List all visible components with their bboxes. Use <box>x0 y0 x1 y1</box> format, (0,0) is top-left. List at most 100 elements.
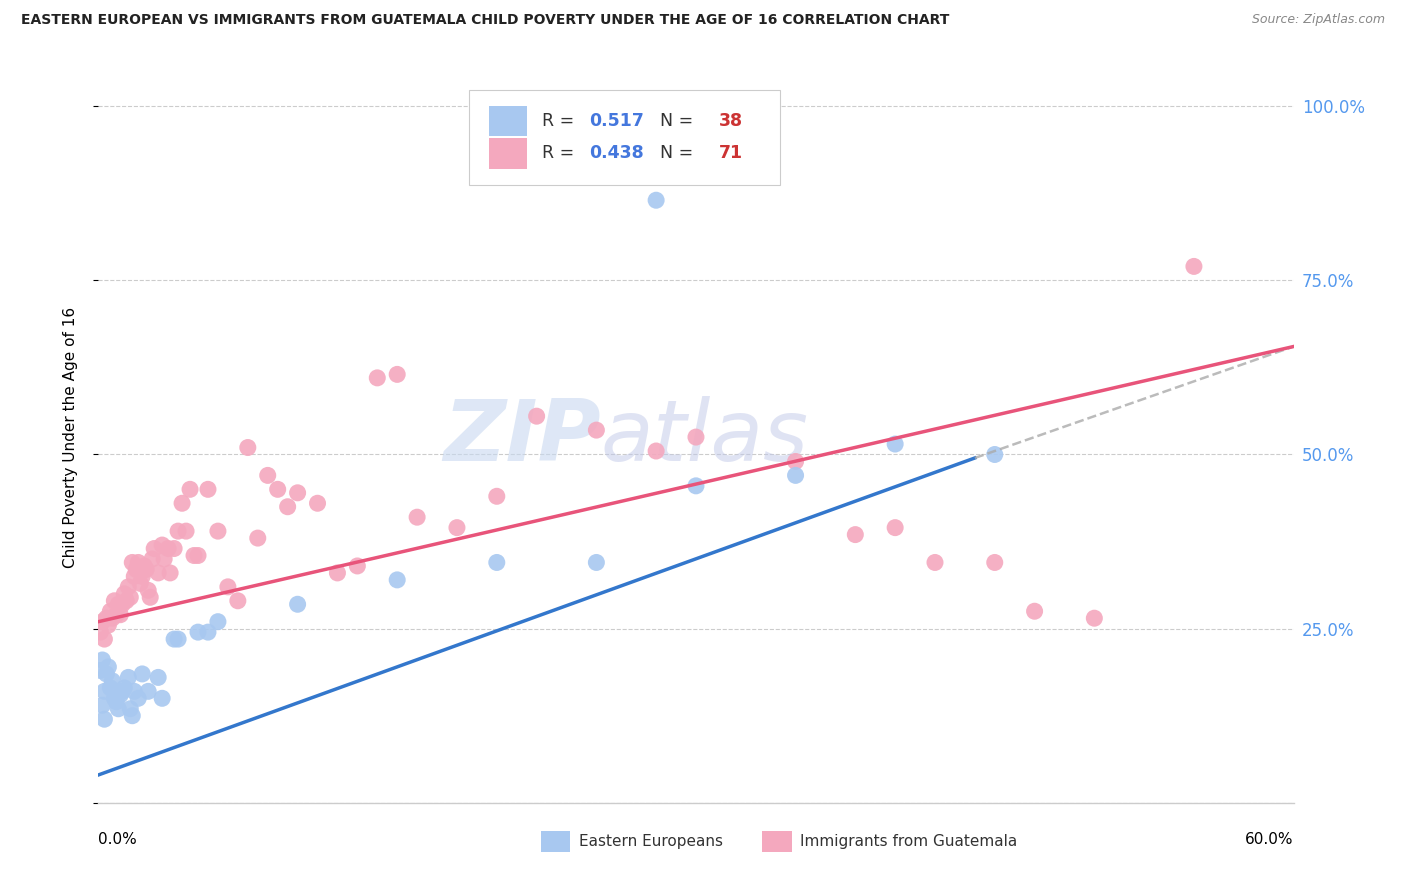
Point <box>93 712 115 726</box>
Point <box>207 615 229 629</box>
Point <box>101 611 124 625</box>
Point <box>366 371 388 385</box>
Point <box>98 604 122 618</box>
Text: R =: R = <box>541 145 579 162</box>
Point <box>197 625 219 640</box>
Point <box>111 597 134 611</box>
Point <box>120 591 142 605</box>
Point <box>121 556 143 570</box>
Point <box>217 580 239 594</box>
Bar <box>489 138 527 169</box>
Point <box>685 430 707 444</box>
Point <box>163 632 186 646</box>
Point <box>267 483 290 497</box>
Point <box>844 527 866 541</box>
Point <box>645 193 668 207</box>
Point <box>307 496 329 510</box>
Point <box>127 556 149 570</box>
Point <box>485 489 508 503</box>
Point <box>97 618 120 632</box>
Point <box>645 444 668 458</box>
Text: EASTERN EUROPEAN VS IMMIGRANTS FROM GUATEMALA CHILD POVERTY UNDER THE AGE OF 16 : EASTERN EUROPEAN VS IMMIGRANTS FROM GUAT… <box>21 13 949 28</box>
Point <box>526 409 548 424</box>
Point <box>107 597 129 611</box>
Point <box>110 688 132 702</box>
Point <box>174 524 197 538</box>
Point <box>984 448 1007 462</box>
Text: atlas: atlas <box>600 395 808 479</box>
Point <box>107 702 129 716</box>
Point <box>187 625 209 640</box>
Point <box>236 441 259 455</box>
Point <box>585 556 607 570</box>
Point <box>187 549 209 563</box>
Point <box>97 660 120 674</box>
Point <box>172 496 194 510</box>
Text: Immigrants from Guatemala: Immigrants from Guatemala <box>800 834 1017 849</box>
Point <box>143 541 166 556</box>
Point <box>131 569 153 583</box>
Point <box>98 681 122 695</box>
Point <box>117 580 139 594</box>
Point <box>89 625 111 640</box>
Point <box>150 538 173 552</box>
Text: 38: 38 <box>718 112 742 130</box>
Point <box>287 485 309 500</box>
Point <box>167 632 190 646</box>
Text: 60.0%: 60.0% <box>1246 832 1294 847</box>
Point <box>167 524 190 538</box>
FancyBboxPatch shape <box>470 90 780 185</box>
Point <box>131 667 153 681</box>
Point <box>112 681 135 695</box>
Point <box>446 521 468 535</box>
Point <box>226 594 249 608</box>
Point <box>785 454 807 468</box>
Point <box>385 573 409 587</box>
Point <box>134 558 156 573</box>
Point <box>129 576 152 591</box>
Point <box>246 531 269 545</box>
Point <box>101 673 124 688</box>
Point <box>1083 611 1105 625</box>
Point <box>148 566 170 580</box>
Y-axis label: Child Poverty Under the Age of 16: Child Poverty Under the Age of 16 <box>63 307 77 567</box>
Text: ZIP: ZIP <box>443 395 600 479</box>
Point <box>485 556 508 570</box>
Point <box>117 670 139 684</box>
Point <box>93 684 115 698</box>
Point <box>984 556 1007 570</box>
Text: Source: ZipAtlas.com: Source: ZipAtlas.com <box>1251 13 1385 27</box>
Point <box>135 562 157 576</box>
Text: Eastern Europeans: Eastern Europeans <box>579 834 723 849</box>
Point <box>1182 260 1205 274</box>
Point <box>96 611 118 625</box>
Point <box>141 552 163 566</box>
Bar <box>489 106 527 136</box>
Point <box>124 684 146 698</box>
Point <box>685 479 707 493</box>
Point <box>287 597 309 611</box>
Point <box>91 698 114 713</box>
Point <box>124 569 146 583</box>
Point <box>346 558 368 573</box>
Text: R =: R = <box>541 112 579 130</box>
Point <box>103 691 125 706</box>
Point <box>91 653 114 667</box>
Bar <box>541 831 571 852</box>
Point <box>136 684 159 698</box>
Point <box>884 521 907 535</box>
Point <box>385 368 409 382</box>
Bar <box>762 831 792 852</box>
Point <box>197 483 219 497</box>
Point <box>884 437 907 451</box>
Point <box>110 607 132 622</box>
Point <box>139 591 162 605</box>
Point <box>207 524 229 538</box>
Point <box>157 541 180 556</box>
Point <box>159 566 181 580</box>
Text: 0.0%: 0.0% <box>98 832 138 847</box>
Point <box>120 702 142 716</box>
Point <box>148 670 170 684</box>
Text: 71: 71 <box>718 145 742 162</box>
Point <box>1024 604 1046 618</box>
